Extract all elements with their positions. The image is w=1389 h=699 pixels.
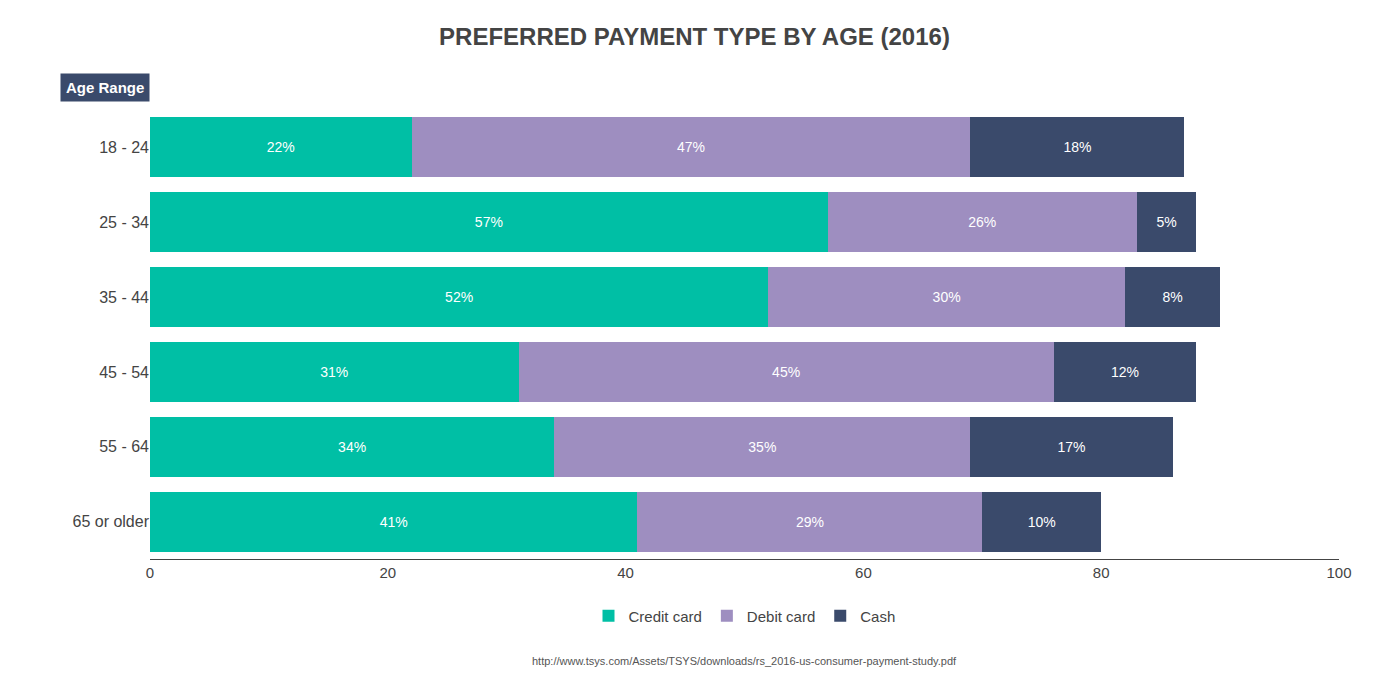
svg-text:80: 80 bbox=[1093, 564, 1110, 581]
svg-text:60: 60 bbox=[855, 564, 872, 581]
svg-text:0: 0 bbox=[146, 564, 154, 581]
svg-text:5%: 5% bbox=[1156, 214, 1176, 230]
svg-text:29%: 29% bbox=[796, 514, 824, 530]
svg-text:12%: 12% bbox=[1111, 364, 1139, 380]
svg-text:47%: 47% bbox=[677, 139, 705, 155]
svg-text:Debit card: Debit card bbox=[747, 608, 815, 625]
svg-text:17%: 17% bbox=[1057, 439, 1085, 455]
svg-text:57%: 57% bbox=[475, 214, 503, 230]
svg-text:45%: 45% bbox=[772, 364, 800, 380]
svg-text:26%: 26% bbox=[968, 214, 996, 230]
svg-text:10%: 10% bbox=[1028, 514, 1056, 530]
svg-text:65 or older: 65 or older bbox=[73, 513, 150, 530]
svg-text:Age Range: Age Range bbox=[66, 79, 144, 96]
svg-text:52%: 52% bbox=[445, 289, 473, 305]
svg-text:PREFERRED PAYMENT TYPE BY AGE: PREFERRED PAYMENT TYPE BY AGE (2016) bbox=[439, 23, 950, 50]
svg-text:20: 20 bbox=[379, 564, 396, 581]
svg-text:55 - 64: 55 - 64 bbox=[99, 438, 149, 455]
svg-text:Credit card: Credit card bbox=[629, 608, 702, 625]
svg-text:22%: 22% bbox=[267, 139, 295, 155]
svg-text:30%: 30% bbox=[933, 289, 961, 305]
svg-text:35%: 35% bbox=[748, 439, 776, 455]
svg-text:34%: 34% bbox=[338, 439, 366, 455]
svg-text:http://www.tsys.com/Assets/TSY: http://www.tsys.com/Assets/TSYS/download… bbox=[532, 655, 957, 667]
svg-text:18%: 18% bbox=[1063, 139, 1091, 155]
svg-text:41%: 41% bbox=[380, 514, 408, 530]
svg-text:Cash: Cash bbox=[860, 608, 895, 625]
svg-text:25 - 34: 25 - 34 bbox=[99, 214, 149, 231]
svg-text:40: 40 bbox=[617, 564, 634, 581]
svg-text:35 - 44: 35 - 44 bbox=[99, 289, 149, 306]
svg-text:18 - 24: 18 - 24 bbox=[99, 139, 149, 156]
svg-text:8%: 8% bbox=[1162, 289, 1182, 305]
svg-text:100: 100 bbox=[1326, 564, 1351, 581]
svg-text:31%: 31% bbox=[320, 364, 348, 380]
svg-text:45 - 54: 45 - 54 bbox=[99, 364, 149, 381]
